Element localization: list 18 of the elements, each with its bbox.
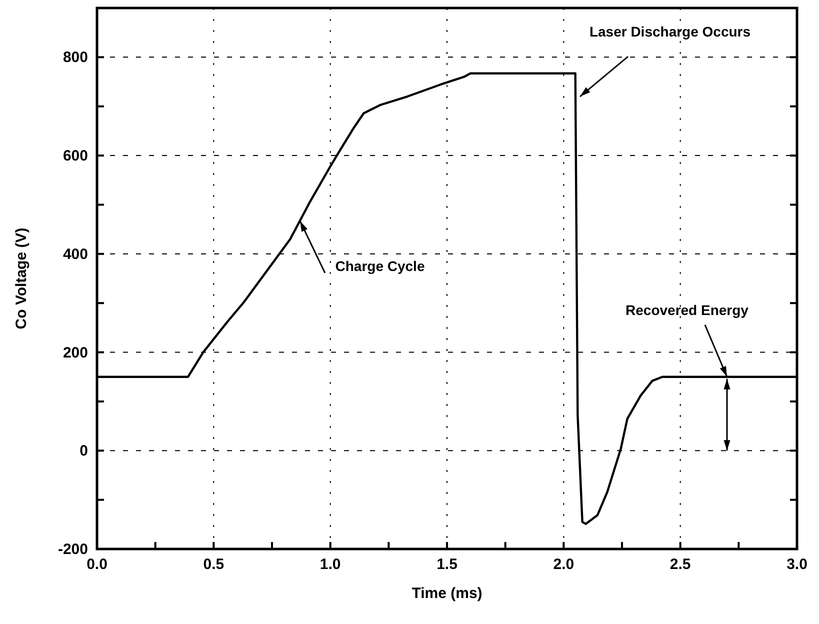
y-axis-title: Co Voltage (V) xyxy=(13,228,30,330)
x-tick-label: 0.0 xyxy=(86,556,108,573)
y-tick-label: -200 xyxy=(58,541,88,558)
y-tick-label: 0 xyxy=(80,442,88,460)
annotation: Charge Cycle xyxy=(335,258,425,274)
annotation: Laser Discharge Occurs xyxy=(589,24,751,40)
y-tick-label: 600 xyxy=(62,148,88,165)
y-tick-label: 200 xyxy=(62,344,88,362)
x-tick-label: 1.0 xyxy=(320,556,341,573)
y-tick-label: 800 xyxy=(62,49,88,66)
annotation: Recovered Energy xyxy=(626,302,749,318)
x-tick-label: 1.5 xyxy=(436,556,458,573)
x-tick-label: 2.0 xyxy=(553,556,574,573)
x-tick-label: 2.5 xyxy=(670,556,691,573)
x-tick-label: 0.5 xyxy=(203,556,224,573)
x-tick-label: 3.0 xyxy=(786,556,808,573)
x-axis-title: Time (ms) xyxy=(412,585,482,602)
y-tick-label: 400 xyxy=(62,246,88,263)
